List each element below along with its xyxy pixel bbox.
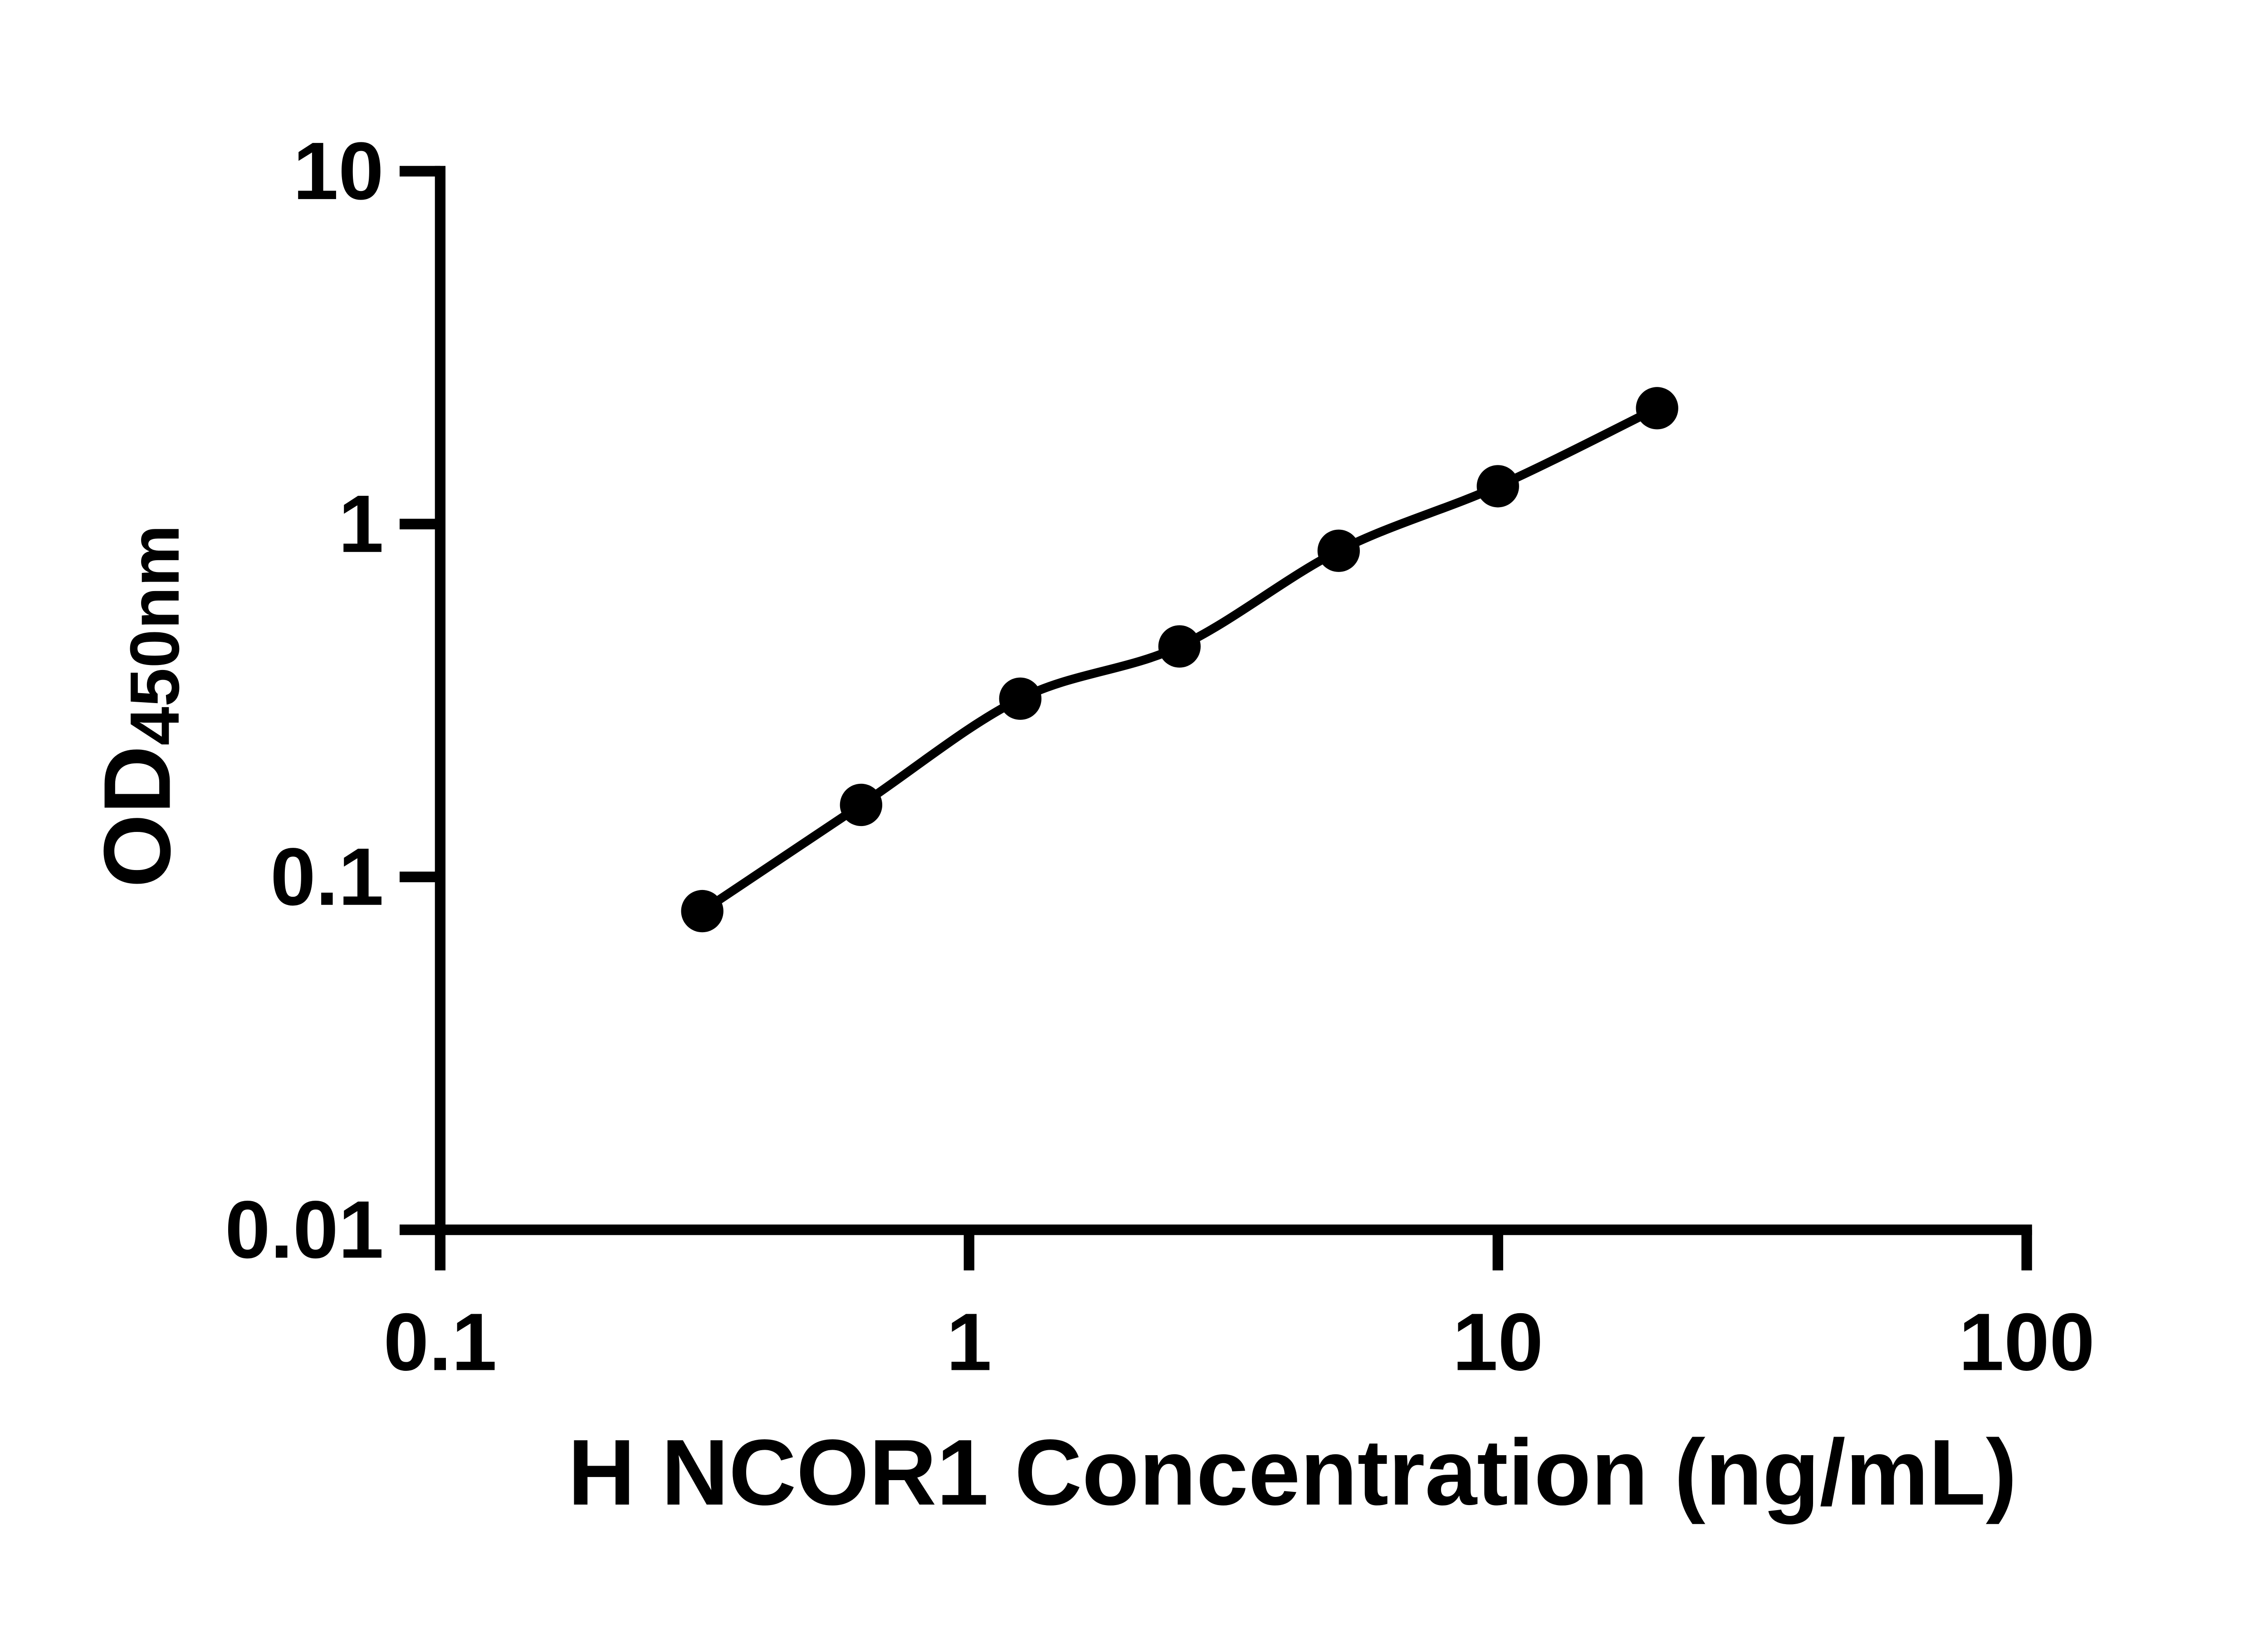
x-axis-tick-labels: 0.1 1 10 100	[383, 1296, 2095, 1388]
y-axis-title-main: OD	[84, 745, 190, 888]
data-point-10	[1476, 465, 1519, 508]
y-axis-title-subscript: 450nm	[116, 525, 194, 746]
data-point-0.625	[840, 783, 883, 826]
x-tick-label-0.1: 0.1	[383, 1296, 497, 1388]
data-point-0.313	[681, 890, 723, 933]
y-axis-ticks	[399, 166, 440, 1235]
x-axis-ticks	[435, 1230, 2032, 1271]
x-tick-label-10: 10	[1452, 1296, 1543, 1388]
data-point-5	[1317, 529, 1360, 572]
y-tick-label-1: 1	[338, 479, 384, 570]
data-point-20	[1636, 387, 1678, 430]
data-point-1.25	[999, 677, 1041, 720]
axes	[435, 166, 2032, 1235]
y-tick-label-0.01: 0.01	[225, 1184, 384, 1276]
data-point-2.5	[1158, 625, 1201, 668]
y-tick-label-0.1: 0.1	[270, 831, 384, 923]
y-axis-title: OD450nm	[84, 525, 193, 888]
y-tick-label-10: 10	[293, 126, 384, 217]
data-point-markers	[681, 387, 1678, 933]
x-axis-title: H NCOR1 Concentration (ng/mL)	[568, 1420, 2017, 1525]
chart-background	[0, 22, 2268, 1611]
data-series	[681, 387, 1678, 933]
x-tick-label-100: 100	[1959, 1296, 2095, 1388]
y-axis-tick-labels: 10 1 0.1 0.01	[225, 126, 384, 1276]
x-tick-label-1: 1	[946, 1296, 992, 1388]
